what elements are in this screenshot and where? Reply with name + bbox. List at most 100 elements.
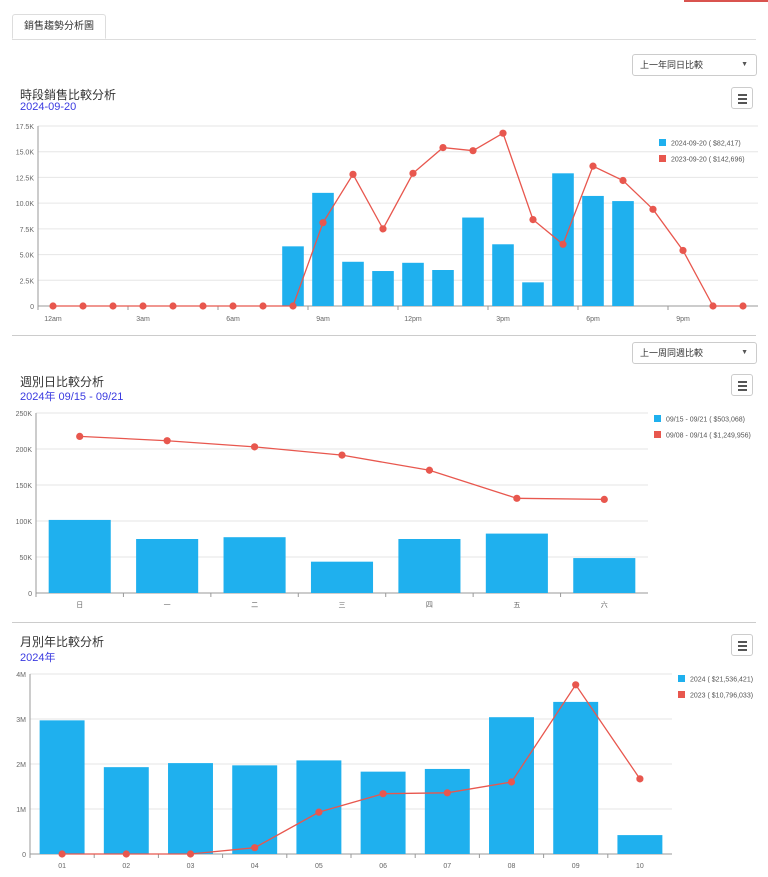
x-tick-label: 一 [164,602,171,609]
bar [552,173,574,306]
line-point [739,302,747,310]
y-tick-label: 10.0K [16,201,35,208]
line-point [319,219,327,227]
caret-down-icon: ▼ [741,349,748,356]
line-point [379,790,387,798]
hourly-chart-menu-button[interactable] [731,87,753,109]
bar [553,701,599,854]
line-point [169,302,177,310]
x-tick-label: 五 [513,601,520,609]
legend-swatch [678,691,685,698]
line-point [379,225,387,233]
x-tick-label: 12pm [404,316,422,323]
y-tick-label: 200K [16,447,33,454]
top-accent-bar [684,0,768,2]
line-point [572,681,580,689]
bar [398,539,461,593]
y-tick-label: 2.5K [20,278,35,285]
line-point [507,778,516,786]
monthly-chart-subtitle: 2024年 [20,652,56,664]
line-point [139,302,147,310]
line-point [619,176,627,185]
line-point [79,302,87,310]
x-tick-label: 四 [426,601,433,609]
x-tick-label: 07 [443,863,451,870]
y-tick-label: 5.0K [20,253,35,260]
bar [312,192,334,306]
line-point [251,844,259,852]
bar [39,720,85,854]
bar [168,763,213,854]
x-tick-label: 04 [251,863,259,870]
line-point [289,302,297,310]
legend-label: 2023-09-20 ( $142,696) [671,157,745,164]
legend-label: 2024 ( $21,536,421) [690,677,753,684]
line-point [163,437,171,445]
line-point [425,466,434,474]
bar [489,717,534,854]
y-tick-label: 100K [16,519,33,526]
line-point [499,129,507,137]
line-point [349,170,357,178]
compare-mode-value: 上一年同日比較 [640,60,704,70]
x-tick-label: 六 [601,600,608,609]
y-tick-label: 7.5K [20,227,35,234]
bar [360,771,406,854]
y-tick-label: 4M [16,672,26,679]
monthly-chart-title: 月別年比較分析 [20,635,105,649]
legend-swatch [654,431,661,438]
bar [223,537,286,593]
line-point [229,302,237,310]
bar [136,539,199,593]
line-point [315,808,323,816]
line-point [76,432,84,440]
y-tick-label: 1M [16,807,26,814]
line-point [409,169,417,177]
y-tick-label: 150K [16,483,33,490]
weekly-chart-menu-button[interactable] [731,374,753,396]
x-tick-label: 6pm [586,316,600,323]
bar [103,767,149,854]
x-tick-label: 03 [187,863,195,870]
bar [310,561,374,593]
tab-bar: 銷售趨勢分析圖 [12,14,756,40]
x-tick-label: 12am [44,316,62,323]
line-point [649,205,657,213]
series-line [79,435,605,501]
bar [48,519,111,593]
bar [582,195,604,306]
hourly-chart-title: 時段銷售比較分析 [20,88,117,102]
line-point [122,850,130,858]
x-tick-label: 日 [76,601,83,609]
y-tick-label: 2M [16,762,26,769]
y-tick-label: 3M [16,717,26,724]
series-line [62,683,641,855]
monthly-sales-chart: 0 1M 2M 3M 4M 01 02 03 04 05 06 07 08 09 10 2024 ( $21,… [16,672,753,870]
y-tick-label: 0 [30,304,34,311]
line-point [443,789,451,797]
x-tick-label: 02 [122,863,130,870]
bar [282,246,304,306]
y-tick-label: 12.5K [16,175,35,182]
line-point [199,302,207,310]
y-tick-label: 250K [16,411,33,418]
y-tick-label: 50K [20,555,33,562]
line-point [589,162,597,170]
bar [402,262,424,306]
line-point [49,302,57,310]
x-tick-label: 6am [226,316,240,323]
x-tick-label: 01 [58,863,66,870]
line-point [636,775,644,783]
bar [617,835,663,854]
legend-swatch [678,675,685,682]
line-point [679,246,687,255]
line-point [513,494,521,502]
compare-mode-select-hourly[interactable]: 上一年同日比較 ▼ [632,54,757,76]
tab-sales-trend[interactable]: 銷售趨勢分析圖 [12,14,106,39]
bar [372,271,394,306]
monthly-chart-menu-button[interactable] [731,634,753,656]
x-tick-label: 3pm [496,316,510,323]
weekly-chart-title: 週別日比較分析 [20,375,105,389]
bar [432,270,454,306]
compare-mode-select-weekly[interactable]: 上一周同週比較 ▼ [632,342,757,364]
